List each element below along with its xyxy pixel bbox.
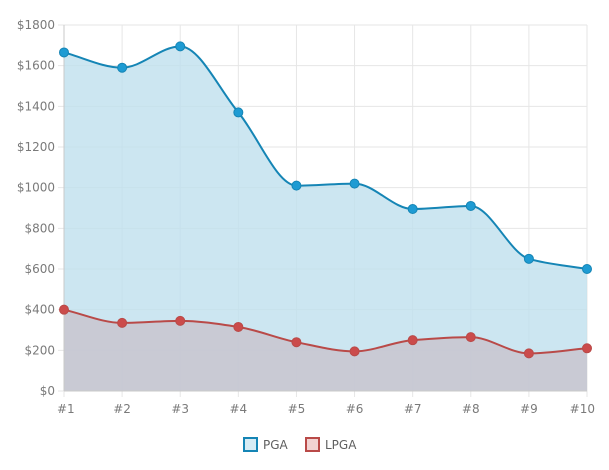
axis-layer — [63, 25, 587, 392]
legend-swatch-pga — [243, 437, 258, 452]
x-tick-label: #2 — [113, 402, 131, 416]
y-tick-label: $400 — [24, 303, 55, 317]
legend: PGA LPGA — [243, 437, 357, 452]
x-tick-label: #3 — [171, 402, 189, 416]
data-point-lpga[interactable] — [465, 332, 476, 343]
line-layer — [63, 45, 588, 355]
y-tick-label: $1000 — [17, 181, 55, 195]
data-point-pga[interactable] — [349, 178, 360, 189]
legend-swatch-lpga — [305, 437, 320, 452]
x-tick-label: #4 — [229, 402, 247, 416]
series-line-lpga — [63, 308, 588, 355]
data-point-lpga[interactable] — [175, 315, 186, 326]
x-tick-label: #9 — [520, 402, 538, 416]
data-point-lpga[interactable] — [117, 317, 128, 328]
legend-item-pga[interactable]: PGA — [243, 437, 289, 452]
y-tick-label: $800 — [24, 221, 55, 235]
data-point-pga[interactable] — [523, 253, 534, 264]
marker-layer — [59, 41, 592, 359]
y-tick-label: $1200 — [17, 140, 55, 154]
data-point-pga[interactable] — [233, 107, 244, 118]
series-line-pga — [63, 45, 588, 270]
series-area-lpga — [64, 309, 587, 391]
x-tick-label: #1 — [57, 402, 75, 416]
data-point-pga[interactable] — [582, 264, 592, 274]
data-point-lpga[interactable] — [407, 335, 418, 346]
legend-label-pga: PGA — [263, 438, 289, 452]
data-point-pga[interactable] — [59, 47, 69, 58]
x-tick-label: #7 — [404, 402, 422, 416]
data-point-lpga[interactable] — [349, 346, 360, 357]
x-tick-label: #5 — [288, 402, 306, 416]
data-point-lpga[interactable] — [291, 337, 302, 348]
x-tick-label: #8 — [462, 402, 480, 416]
y-tick-label: $0 — [40, 384, 55, 398]
y-tick-label: $1600 — [17, 59, 55, 73]
data-point-pga[interactable] — [291, 180, 302, 191]
y-tick-label: $1800 — [17, 18, 55, 32]
data-point-pga[interactable] — [175, 41, 186, 52]
data-point-lpga[interactable] — [59, 304, 69, 315]
y-tick-label: $200 — [24, 343, 55, 357]
data-point-lpga[interactable] — [233, 321, 244, 332]
y-tick-label: $600 — [24, 262, 55, 276]
area-layer — [64, 46, 587, 391]
series-area-pga — [64, 46, 587, 391]
x-tick-label: #10 — [570, 402, 595, 416]
data-point-pga[interactable] — [465, 200, 476, 211]
data-point-lpga[interactable] — [582, 343, 592, 354]
legend-item-lpga[interactable]: LPGA — [305, 437, 357, 452]
data-point-pga[interactable] — [117, 62, 128, 73]
label-layer: $0 $200 $400 $600 $800 $1000 $1200 $1400 $1600 $1… — [17, 18, 595, 416]
x-tick-label: #6 — [346, 402, 364, 416]
data-point-pga[interactable] — [407, 204, 418, 215]
legend-label-lpga: LPGA — [325, 438, 357, 452]
data-point-lpga[interactable] — [523, 348, 534, 359]
y-tick-label: $1400 — [17, 99, 55, 113]
